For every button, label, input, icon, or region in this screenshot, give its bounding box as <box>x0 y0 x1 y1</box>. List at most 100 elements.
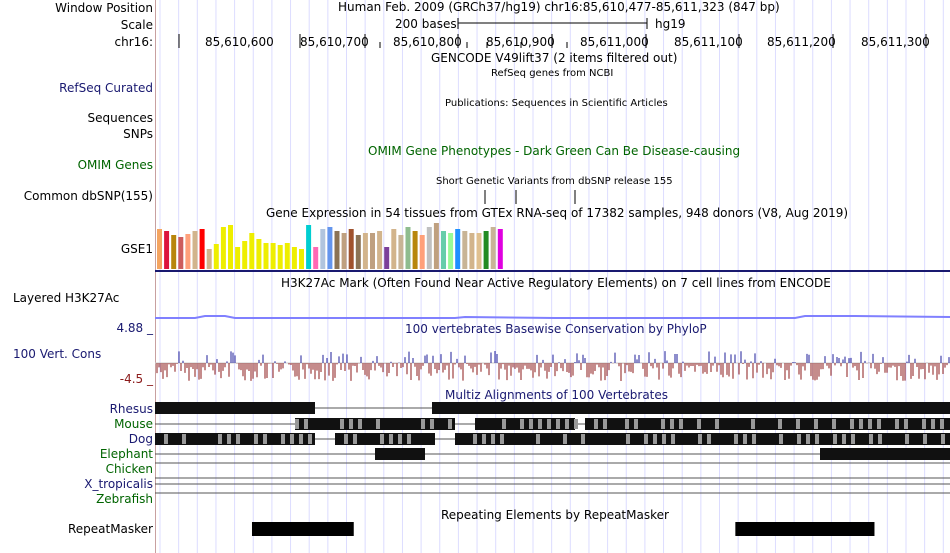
alignment-gap <box>164 434 168 444</box>
gtex-tissue-bar <box>419 235 425 269</box>
dbsnp-track-title: Short Genetic Variants from dbSNP releas… <box>436 176 673 187</box>
alignment-gap <box>734 434 738 444</box>
track-label-sequences[interactable]: Sequences <box>87 111 153 125</box>
ruler-tick: 85,611,200 <box>767 35 836 49</box>
alignment-gap <box>376 419 380 429</box>
gtex-tissue-bar <box>199 229 205 269</box>
gtex-tissue-bar <box>391 229 397 269</box>
gtex-tissue-bar <box>256 239 262 269</box>
conservation-track-title: 100 vertebrates Basewise Conservation by… <box>405 322 707 336</box>
track-label-h3k27ac[interactable]: Layered H3K27Ac <box>13 291 120 305</box>
alignment-gap <box>814 419 818 429</box>
alignment-gap <box>430 419 434 429</box>
gtex-tissue-bar <box>398 235 404 269</box>
alignment-gap <box>290 434 294 444</box>
gtex-tissue-bar <box>306 225 312 269</box>
species-elephant[interactable]: Elephant <box>99 447 153 461</box>
alignment-gap <box>482 434 486 444</box>
alignment-gap <box>869 434 873 444</box>
track-label-conservation[interactable]: 100 Vert. Cons <box>13 347 102 361</box>
alignment-gap <box>491 434 495 444</box>
alignment-gap <box>679 419 683 429</box>
alignment-gap <box>653 434 657 444</box>
refseq-track-title: RefSeq genes from NCBI <box>491 68 614 79</box>
alignment-gap <box>662 434 666 444</box>
alignment-block <box>432 402 950 414</box>
scale-label: Scale <box>120 18 153 32</box>
alignment-gap <box>349 419 353 429</box>
alignment-gap <box>308 434 312 444</box>
alignment-gap <box>868 419 872 429</box>
scale-bar-text: 200 bases <box>395 17 457 31</box>
gtex-tissue-bar <box>192 231 198 269</box>
gencode-track-title: GENCODE V49lift37 (2 items filtered out) <box>431 51 678 65</box>
alignment-gap <box>779 434 783 444</box>
gtex-tissue-bar <box>483 231 489 269</box>
gtex-tissue-bar <box>249 233 255 269</box>
cons-max-value: 4.88 _ <box>116 321 153 335</box>
species-x-tropicalis[interactable]: X_tropicalis <box>84 477 153 491</box>
track-label-snps[interactable]: SNPs <box>123 127 153 141</box>
alignment-gap <box>707 434 711 444</box>
alignment-gap <box>859 419 863 429</box>
ruler-tick: 85,611,100 <box>674 35 743 49</box>
alignment-gap <box>904 419 908 429</box>
alignment-gap <box>797 434 801 444</box>
alignment-gap <box>254 434 258 444</box>
ruler-tick: 85,610,800 <box>393 35 462 49</box>
track-label-omim[interactable]: OMIM Genes <box>77 158 153 172</box>
alignment-block <box>455 433 950 445</box>
omim-track-title: OMIM Gene Phenotypes - Dark Green Can Be… <box>368 144 741 158</box>
ruler-tick: 85,610,600 <box>205 35 274 49</box>
assembly-title: Human Feb. 2009 (GRCh37/hg19) chr16:85,6… <box>338 0 780 14</box>
track-label-dbsnp[interactable]: Common dbSNP(155) <box>23 189 153 203</box>
alignment-block <box>295 418 455 430</box>
species-zebrafish[interactable]: Zebrafish <box>96 492 153 506</box>
gtex-tissue-bar <box>220 227 226 269</box>
alignment-gap <box>304 419 308 429</box>
alignment-gap <box>796 419 800 429</box>
alignment-gap <box>923 434 927 444</box>
window-position-label: Window Position <box>55 1 153 15</box>
alignment-gap <box>698 434 702 444</box>
ruler-tick: 85,611,000 <box>580 35 649 49</box>
species-mouse[interactable]: Mouse <box>114 417 153 431</box>
h3k27ac-signal <box>155 315 950 319</box>
alignment-gap <box>715 419 719 429</box>
alignment-gap <box>407 434 411 444</box>
gtex-tissue-bar <box>441 231 446 269</box>
alignment-gap <box>877 419 881 429</box>
species-rhesus[interactable]: Rhesus <box>109 402 153 416</box>
track-label-gtex[interactable]: GSE1 <box>120 242 153 256</box>
alignment-gap <box>547 419 551 429</box>
alignment-gap <box>529 419 533 429</box>
alignment-gap <box>227 434 231 444</box>
gtex-tissue-bar <box>377 231 383 269</box>
alignment-gap <box>697 419 701 429</box>
gtex-tissue-bar <box>362 233 368 269</box>
alignment-gap <box>815 434 819 444</box>
alignment-gap <box>751 419 755 429</box>
publications-track-title: Publications: Sequences in Scientific Ar… <box>445 98 668 109</box>
track-label-repeatmasker[interactable]: RepeatMasker <box>67 522 153 536</box>
gtex-tissue-bar <box>270 243 276 269</box>
ruler-tick: 85,610,700 <box>300 35 369 49</box>
alignment-gap <box>743 434 747 444</box>
alignment-gap <box>556 419 560 429</box>
alignment-gap <box>833 434 837 444</box>
browser-track-image[interactable]: Human Feb. 2009 (GRCh37/hg19) chr16:85,6… <box>155 0 950 553</box>
species-dog[interactable]: Dog <box>128 432 153 446</box>
track-label-refseq[interactable]: RefSeq Curated <box>59 81 153 95</box>
alignment-gap <box>340 419 344 429</box>
alignment-gap <box>670 419 674 429</box>
gtex-tissue-bar <box>185 234 191 269</box>
gtex-tissue-bar <box>206 249 212 269</box>
h3k27ac-track-title: H3K27Ac Mark (Often Found Near Active Re… <box>281 276 831 290</box>
alignment-gap <box>581 434 585 444</box>
gtex-tissue-bar <box>490 227 496 269</box>
gtex-tissue-bar <box>242 241 248 269</box>
gtex-tissue-bar <box>355 235 361 269</box>
gtex-tissue-bar <box>341 233 347 269</box>
gtex-tissue-bar <box>164 231 170 269</box>
species-chicken[interactable]: Chicken <box>105 462 153 476</box>
